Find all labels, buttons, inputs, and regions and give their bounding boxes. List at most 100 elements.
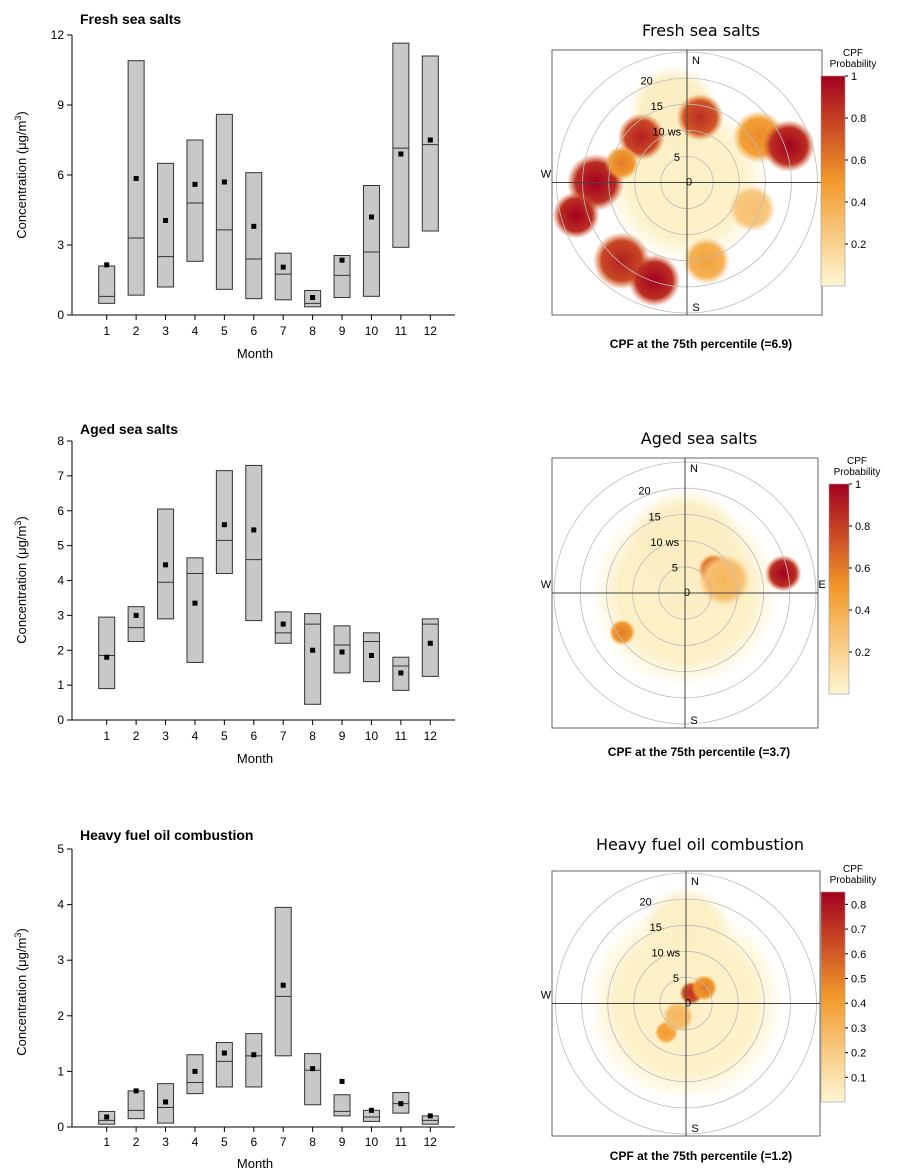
colorbar-tick-label: 1 — [855, 479, 861, 491]
x-tick-label: 3 — [162, 324, 169, 338]
colorbar-title: CPF — [843, 48, 863, 59]
ring-label: 15 — [648, 511, 660, 523]
mean-marker-month-4 — [192, 1068, 198, 1074]
box-month-5 — [215, 1041, 233, 1088]
cpf-hotspot — [628, 254, 681, 307]
colorbar-subtitle: Probability — [830, 59, 877, 70]
compass-north: N — [691, 876, 699, 888]
colorbar-title: CPF — [843, 864, 863, 875]
box-month-10 — [362, 185, 380, 297]
box-month-5 — [215, 113, 233, 290]
box-month-5 — [215, 470, 233, 575]
fresh-sea-salts-polar-plot: Fresh sea salts CPF at the 75th percenti… — [541, 21, 877, 351]
box-month-6 — [245, 172, 263, 300]
mean-marker-month-2 — [133, 612, 139, 618]
colorbar-tick-label: 0.6 — [855, 563, 870, 575]
cpf-hotspot — [552, 191, 600, 239]
box-month-4 — [186, 139, 204, 262]
compass-north: N — [690, 463, 698, 475]
chart-title: Aged sea salts — [80, 421, 178, 437]
compass-west: W — [541, 579, 552, 591]
mean-marker-month-7 — [280, 982, 286, 988]
mean-marker-month-1 — [104, 654, 110, 660]
cpf-hotspot — [698, 553, 751, 607]
cpf-hotspot — [676, 93, 724, 141]
mean-marker-month-10 — [368, 214, 374, 220]
compass-south: S — [692, 302, 699, 314]
mean-marker-month-10 — [368, 1107, 374, 1113]
cpf-hotspot — [609, 619, 636, 646]
colorbar-tick-label: 0.8 — [851, 113, 866, 125]
x-tick-label: 9 — [339, 1135, 346, 1149]
mean-marker-month-6 — [251, 1052, 257, 1058]
ring-label: 10 ws — [650, 537, 679, 549]
x-tick-label: 12 — [424, 1135, 438, 1149]
box-month-9 — [333, 1094, 351, 1117]
compass-east: E — [818, 579, 825, 591]
y-tick-label: 2 — [57, 643, 64, 657]
cpf-hotspot — [762, 119, 815, 173]
colorbar-tick-label: 1 — [851, 71, 857, 83]
mean-marker-month-12 — [427, 137, 433, 143]
compass-south: S — [690, 715, 697, 727]
ring-label: 5 — [674, 152, 680, 164]
x-tick-label: 3 — [162, 729, 169, 743]
mean-marker-month-9 — [339, 1078, 345, 1084]
mean-marker-month-5 — [221, 179, 227, 185]
colorbar-tick-label: 0.3 — [851, 1023, 866, 1035]
colorbar-tick-label: 0.2 — [855, 647, 870, 659]
x-tick-label: 11 — [395, 1135, 408, 1149]
aged-sea-salts-box-chart: Aged sea salts Concentration (μg/m3) Mon… — [13, 421, 455, 766]
colorbar-tick-label: 0.7 — [851, 924, 866, 936]
box-month-12 — [421, 618, 439, 677]
colorbar-title: CPF — [847, 456, 867, 467]
x-tick-label: 8 — [309, 324, 316, 338]
y-tick-label: 8 — [57, 434, 64, 448]
polar-caption: CPF at the 75th percentile (=3.7) — [608, 745, 790, 759]
mean-marker-month-8 — [310, 295, 316, 300]
polar-title: Fresh sea salts — [642, 21, 760, 40]
ring-label: 0 — [684, 587, 690, 599]
ring-label: 0 — [685, 998, 691, 1010]
ring-label: 10 ws — [651, 948, 680, 960]
colorbar-tick-label: 0.1 — [851, 1072, 866, 1084]
colorbar-tick-label: 0.6 — [851, 949, 866, 961]
colorbar-tick-label: 0.5 — [851, 973, 866, 985]
y-tick-label: 4 — [57, 574, 64, 588]
y-axis-label: Concentration (μg/m3) — [13, 516, 29, 643]
colorbar-tick-label: 0.2 — [851, 239, 866, 251]
mean-marker-month-6 — [251, 527, 257, 533]
x-tick-label: 11 — [395, 324, 408, 338]
cpf-hotspot — [604, 145, 639, 180]
ring-label: 20 — [641, 76, 653, 88]
mean-marker-month-4 — [192, 600, 198, 606]
box-month-8 — [304, 1053, 322, 1106]
x-tick-label: 5 — [221, 729, 228, 743]
x-axis-label: Month — [237, 751, 273, 766]
box-month-3 — [157, 162, 175, 288]
x-tick-label: 7 — [280, 324, 287, 338]
box-month-1 — [98, 616, 116, 690]
mean-marker-month-7 — [280, 621, 286, 627]
x-tick-label: 1 — [103, 729, 110, 743]
y-tick-label: 0 — [57, 308, 64, 322]
box-month-4 — [186, 1054, 204, 1095]
colorbar-tick-label: 0.4 — [855, 605, 870, 617]
y-tick-label: 9 — [57, 98, 64, 112]
x-tick-label: 6 — [250, 1135, 257, 1149]
y-tick-label: 7 — [57, 469, 64, 483]
cpf-hotspot — [764, 555, 802, 592]
polar-title: Aged sea salts — [641, 429, 757, 448]
x-tick-label: 11 — [395, 729, 408, 743]
x-tick-label: 2 — [133, 324, 140, 338]
x-tick-label: 10 — [365, 1135, 379, 1149]
colorbar-tick-label: 0.6 — [851, 155, 866, 167]
y-tick-label: 6 — [57, 168, 64, 182]
fresh-sea-salts-box-chart: Fresh sea salts Concentration (μg/m3) Mo… — [13, 11, 455, 361]
box-month-6 — [245, 1033, 263, 1088]
x-axis-label: Month — [237, 346, 273, 361]
ring-label: 0 — [686, 177, 692, 189]
ring-label: 5 — [673, 973, 679, 985]
mean-marker-month-10 — [368, 652, 374, 658]
y-tick-label: 3 — [57, 953, 64, 967]
